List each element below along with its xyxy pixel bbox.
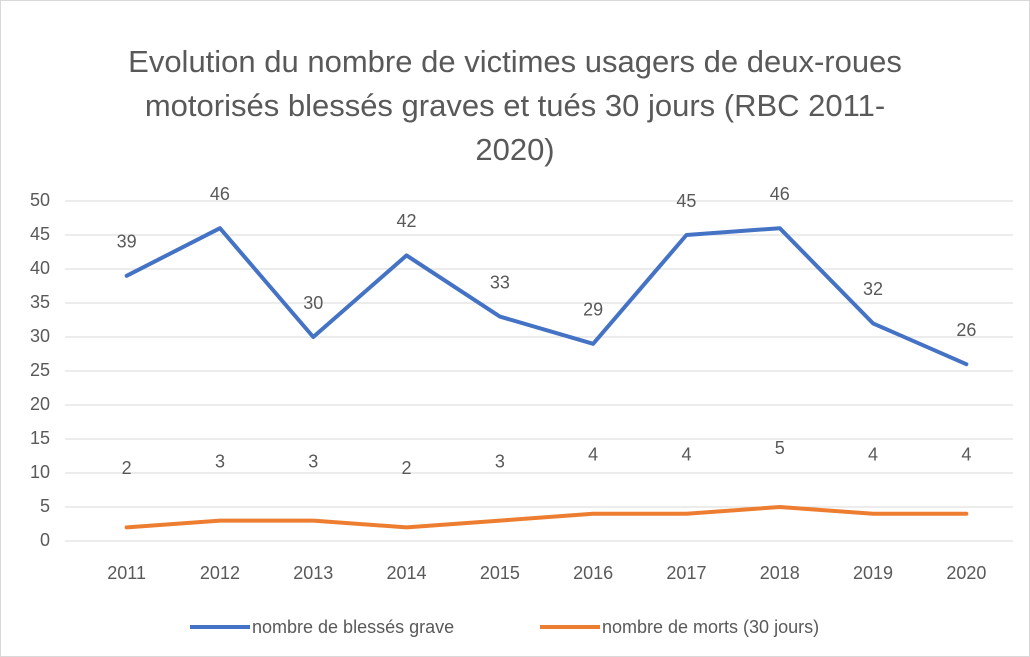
data-label: 3 (495, 451, 505, 471)
y-tick-label: 15 (30, 428, 50, 448)
data-label: 2 (402, 458, 412, 478)
data-label: 4 (868, 445, 878, 465)
data-label: 4 (961, 445, 971, 465)
data-label: 42 (397, 211, 417, 231)
data-label: 46 (770, 184, 790, 204)
data-label: 32 (863, 279, 883, 299)
data-label: 33 (490, 272, 510, 292)
series-line (124, 226, 969, 367)
y-tick-label: 45 (30, 224, 50, 244)
data-label: 4 (681, 445, 691, 465)
x-tick-label: 2018 (760, 563, 800, 583)
x-tick-label: 2012 (200, 563, 240, 583)
x-tick-label: 2013 (293, 563, 333, 583)
x-tick-label: 2017 (666, 563, 706, 583)
data-label: 29 (583, 300, 603, 320)
x-tick-label: 2020 (946, 563, 986, 583)
x-tick-label: 2014 (387, 563, 427, 583)
data-label: 26 (956, 320, 976, 340)
data-label: 2 (122, 458, 132, 478)
y-tick-label: 25 (30, 360, 50, 380)
data-label: 4 (588, 445, 598, 465)
y-tick-label: 50 (30, 190, 50, 210)
y-tick-label: 35 (30, 292, 50, 312)
y-tick-label: 30 (30, 326, 50, 346)
legend-label: nombre de blessés grave (252, 617, 454, 637)
x-tick-label: 2011 (107, 563, 146, 583)
x-tick-label: 2019 (853, 563, 893, 583)
series-line (124, 505, 969, 530)
y-tick-label: 0 (40, 530, 50, 550)
y-tick-label: 20 (30, 394, 50, 414)
data-label: 30 (303, 293, 323, 313)
legend-label: nombre de morts (30 jours) (602, 617, 819, 637)
y-tick-label: 10 (30, 462, 50, 482)
data-label: 39 (117, 232, 137, 252)
y-tick-label: 40 (30, 258, 50, 278)
x-tick-label: 2015 (480, 563, 520, 583)
y-tick-label: 5 (40, 496, 50, 516)
data-label: 5 (775, 438, 785, 458)
data-label: 46 (210, 184, 230, 204)
data-label: 3 (308, 451, 318, 471)
chart-title: Evolution du nombre de victimes usagers … (128, 44, 902, 167)
x-tick-label: 2016 (573, 563, 613, 583)
data-label: 3 (215, 451, 225, 471)
data-label: 45 (676, 191, 696, 211)
